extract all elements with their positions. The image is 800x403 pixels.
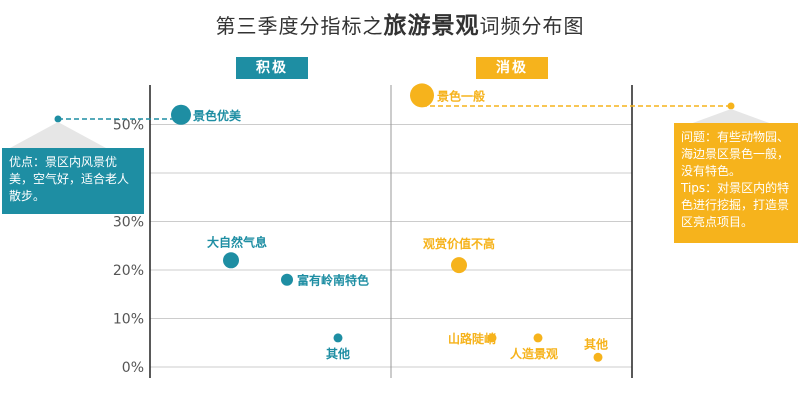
data-label: 大自然气息 bbox=[207, 234, 267, 249]
callout-pointer-positive bbox=[10, 122, 106, 148]
y-tick-label: 20% bbox=[113, 263, 144, 279]
data-label: 富有岭南特色 bbox=[297, 273, 369, 288]
title-suffix: 词频分布图 bbox=[479, 14, 585, 38]
y-tick-label: 0% bbox=[122, 360, 144, 376]
data-label: 景色一般 bbox=[437, 88, 485, 103]
data-point bbox=[171, 104, 191, 125]
y-tick-label: 30% bbox=[113, 215, 144, 231]
callout-pointer-negative bbox=[690, 109, 772, 124]
callout-negative: 问题：有些动物园、海边景区景色一般，没有特色。 Tips：对景区内的特色进行挖掘… bbox=[674, 123, 798, 243]
panel-label-negative: 消极 bbox=[476, 57, 548, 79]
y-tick-label: 10% bbox=[113, 312, 144, 328]
data-label: 人造景观 bbox=[510, 346, 558, 361]
data-point bbox=[333, 333, 343, 343]
title-prefix: 第三季度分指标之 bbox=[215, 14, 384, 38]
data-point bbox=[410, 83, 434, 108]
data-label: 观赏价值不高 bbox=[423, 236, 495, 251]
connector-dot-negative bbox=[727, 102, 735, 110]
chart-title: 第三季度分指标之旅游景观词频分布图 bbox=[0, 6, 800, 40]
title-highlight: 旅游景观 bbox=[383, 13, 480, 39]
y-tick-label: 50% bbox=[113, 118, 144, 134]
connector-dot-positive bbox=[54, 115, 62, 123]
panel-label-positive: 积极 bbox=[236, 57, 308, 79]
callout-positive: 优点：景区内风景优美，空气好，适合老人散步。 bbox=[2, 148, 144, 214]
data-point bbox=[223, 252, 239, 269]
data-point bbox=[593, 352, 603, 362]
data-point bbox=[281, 273, 293, 286]
data-point bbox=[451, 257, 467, 274]
data-label: 景色优美 bbox=[193, 108, 242, 123]
data-label: 其他 bbox=[326, 346, 350, 361]
data-point bbox=[487, 333, 497, 343]
data-point bbox=[533, 333, 543, 343]
data-label: 其他 bbox=[584, 336, 608, 351]
data-label: 山路陡峭 bbox=[448, 331, 496, 346]
